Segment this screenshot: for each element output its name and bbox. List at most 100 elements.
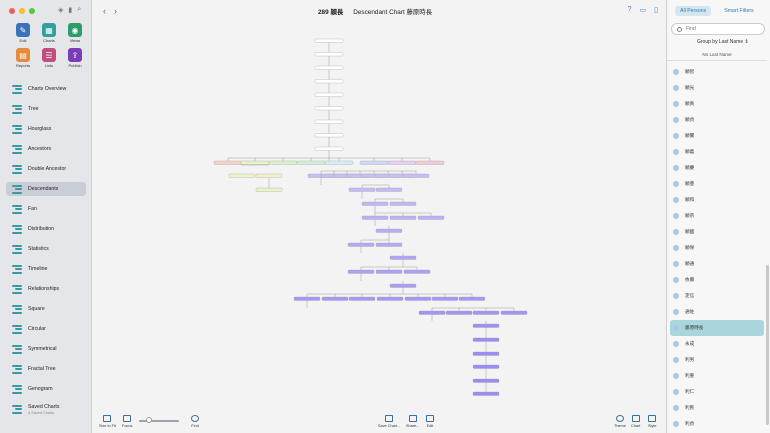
person-row[interactable]: 穎貞	[667, 112, 767, 128]
person-box[interactable]	[228, 173, 256, 178]
size-to-fit-button[interactable]: Size to Fit	[99, 415, 116, 428]
person-box[interactable]	[472, 391, 500, 396]
person-box[interactable]	[240, 160, 270, 165]
person-row[interactable]: 利重	[667, 368, 767, 384]
group-by-select[interactable]: Group by Last Name ⇕	[697, 39, 749, 45]
person-box[interactable]	[389, 283, 417, 288]
person-row[interactable]: 穎和	[667, 192, 767, 208]
nav-item-distribution[interactable]: Distribution	[6, 222, 86, 236]
bookmark-icon[interactable]: ▮	[68, 7, 73, 14]
person-box[interactable]	[359, 160, 389, 165]
person-box[interactable]	[389, 215, 417, 220]
person-box[interactable]	[314, 65, 344, 70]
nav-item-relationships[interactable]: Relationships	[6, 282, 86, 296]
find-input[interactable]	[686, 26, 756, 32]
lists-button[interactable]: ☰ Lists	[36, 48, 62, 68]
person-box[interactable]	[268, 160, 298, 165]
person-box[interactable]	[415, 160, 445, 165]
person-box[interactable]	[387, 160, 417, 165]
person-box[interactable]	[375, 269, 403, 274]
person-row[interactable]: 穎真	[667, 96, 767, 112]
nav-item-fan[interactable]: Fan	[6, 202, 86, 216]
nav-item-statistics[interactable]: Statistics	[6, 242, 86, 256]
person-box[interactable]	[314, 146, 344, 151]
person-row[interactable]: 穎通	[667, 256, 767, 272]
person-row[interactable]: 定信	[667, 288, 767, 304]
person-box[interactable]	[376, 296, 404, 301]
person-box[interactable]	[361, 215, 389, 220]
person-box[interactable]	[458, 296, 486, 301]
person-box[interactable]	[389, 201, 417, 206]
person-box[interactable]	[255, 187, 283, 192]
person-row[interactable]: 穎實	[667, 128, 767, 144]
person-row[interactable]: 利民	[667, 400, 767, 416]
person-box[interactable]	[296, 160, 326, 165]
person-box[interactable]	[375, 187, 403, 192]
person-box[interactable]	[404, 296, 432, 301]
person-box[interactable]	[472, 378, 500, 383]
window-icon[interactable]: ▭	[639, 7, 647, 14]
person-row[interactable]: 通佐	[667, 304, 767, 320]
person-box[interactable]	[255, 173, 283, 178]
zoom-window-button[interactable]	[29, 8, 35, 14]
nav-item-double-ancestor[interactable]: Double Ancestor	[6, 162, 86, 176]
person-box[interactable]	[321, 296, 349, 301]
edit-button[interactable]: Edit	[426, 415, 434, 428]
person-box[interactable]	[389, 255, 417, 260]
person-box[interactable]	[445, 310, 473, 315]
person-box[interactable]	[348, 296, 376, 301]
nav-item-ancestors[interactable]: Ancestors	[6, 142, 86, 156]
person-row[interactable]: 藤原時長	[670, 320, 764, 336]
person-box[interactable]	[213, 160, 243, 165]
person-box[interactable]	[347, 269, 375, 274]
nav-item-charts-overview[interactable]: Charts Overview	[6, 82, 86, 96]
chart-title[interactable]: Descendant Chart 藤原時長	[353, 9, 433, 16]
person-row[interactable]: 穎保	[667, 240, 767, 256]
nav-item-fractal-tree[interactable]: Fractal Tree	[6, 362, 86, 376]
tag-icon[interactable]: ◈	[58, 7, 64, 14]
find-button[interactable]: Find	[191, 415, 199, 428]
person-box[interactable]	[375, 242, 403, 247]
person-box[interactable]	[314, 133, 344, 138]
theme-button[interactable]: Theme	[614, 415, 626, 428]
person-box[interactable]	[314, 119, 344, 124]
publish-button[interactable]: ⇪ Publish	[62, 48, 88, 68]
person-box[interactable]	[293, 296, 321, 301]
person-row[interactable]: 穎慶	[667, 160, 767, 176]
person-box[interactable]	[418, 310, 446, 315]
person-row[interactable]: 穎豊	[667, 176, 767, 192]
person-box[interactable]	[472, 351, 500, 356]
person-row[interactable]: 利仁	[667, 384, 767, 400]
views-button[interactable]: ◉ Views	[62, 23, 88, 43]
person-row[interactable]: 穎國	[667, 224, 767, 240]
tab-all-persons[interactable]: All Persons	[675, 6, 712, 16]
person-box[interactable]	[314, 92, 344, 97]
edit-button[interactable]: ✎ Edit	[10, 23, 36, 43]
person-box[interactable]	[314, 106, 344, 111]
person-box[interactable]	[347, 242, 375, 247]
help-icon[interactable]: ?	[627, 6, 632, 13]
person-box[interactable]	[403, 269, 431, 274]
person-row[interactable]: 永成	[667, 336, 767, 352]
search-icon[interactable]: ⌕	[77, 6, 82, 13]
scrollbar[interactable]	[766, 265, 769, 425]
style-button[interactable]: Style	[648, 415, 656, 428]
person-box[interactable]	[472, 310, 500, 315]
person-row[interactable]: 穎宗	[667, 208, 767, 224]
person-box[interactable]	[472, 364, 500, 369]
find-field[interactable]	[671, 23, 765, 35]
nav-item-circular[interactable]: Circular	[6, 322, 86, 336]
nav-item-descendants[interactable]: Descendants	[6, 182, 86, 196]
sidebar-toggle-icon[interactable]: ▯	[654, 7, 658, 14]
nav-item-square[interactable]: Square	[6, 302, 86, 316]
person-row[interactable]: 利貞	[667, 416, 767, 432]
charts-button[interactable]: ▦ Charts	[36, 23, 62, 43]
person-box[interactable]	[472, 337, 500, 342]
person-box[interactable]	[324, 160, 354, 165]
person-row[interactable]: 利男	[667, 352, 767, 368]
nav-item-saved-charts[interactable]: Saved Charts 4 Saved Charts	[6, 402, 86, 416]
share-button[interactable]: Share...	[406, 415, 419, 428]
person-box[interactable]	[431, 296, 459, 301]
zoom-slider[interactable]	[139, 420, 179, 422]
person-box[interactable]	[375, 228, 403, 233]
